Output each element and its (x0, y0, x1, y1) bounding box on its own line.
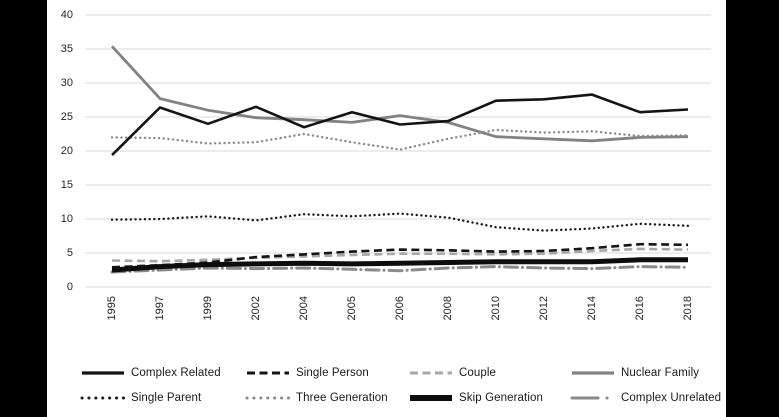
legend-item-single-person: Single Person (245, 365, 369, 381)
legend-sample-line-complex-unrelated (570, 396, 616, 400)
legend-item-nuclear-family: Nuclear Family (570, 365, 699, 381)
series-line-skip_generation (111, 257, 688, 273)
x-axis-tick-label-1999: 1999 (202, 296, 214, 320)
legend-sample-line-single-parent (80, 396, 126, 400)
y-axis-tick-label: 35 (61, 43, 73, 55)
legend-label-three-generation: Three Generation (296, 392, 388, 404)
line-chart-svg: 0 5 10 15 20 25 30 35 40 1995 1997 1999 2002 2004 2005… (61, 9, 711, 320)
y-axis-tick-label: 40 (61, 9, 73, 21)
legend-sample-line-single-person (247, 371, 289, 375)
line-chart-plot-area: 0 5 10 15 20 25 30 35 40 1995 1997 1999 2002 2004 2005… (61, 9, 711, 320)
x-axis-tick-label-2002: 2002 (250, 296, 262, 320)
x-axis-tick-label-2010: 2010 (490, 296, 502, 320)
x-axis-tick-label-2018: 2018 (682, 296, 694, 320)
legend-label-nuclear-family: Nuclear Family (621, 367, 700, 379)
y-axis-tick-label: 5 (67, 247, 73, 259)
legend-sample-line-skip-generation (410, 395, 452, 401)
legend-item-complex-unrelated: Complex Unrelated (570, 390, 721, 406)
legend-item-complex-related: Complex Related (80, 365, 221, 381)
legend-label-complex-related: Complex Related (131, 367, 221, 379)
series-line-three_generation (110, 128, 690, 151)
series-line-complex_unrelated (110, 265, 690, 274)
x-axis-tick-label-2006: 2006 (394, 296, 406, 320)
y-axis-tick-label: 10 (61, 213, 73, 225)
legend-sample-line-three-generation (245, 396, 291, 400)
x-axis-tick-label-2008: 2008 (442, 296, 454, 320)
series-line-single_person (111, 242, 689, 269)
legend-sample-line-nuclear-family (572, 371, 614, 375)
legend-sample-line-couple (410, 371, 452, 375)
series-line-complex_related (111, 93, 689, 157)
legend-item-couple: Couple (408, 365, 496, 381)
legend-item-skip-generation: Skip Generation (408, 390, 543, 406)
legend-label-single-person: Single Person (296, 367, 369, 379)
legend-item-three-generation: Three Generation (245, 390, 388, 406)
series-line-single_parent (110, 212, 690, 232)
left-black-bar (0, 0, 47, 417)
x-axis-tick-label-2014: 2014 (586, 296, 598, 320)
right-black-bar (726, 0, 779, 417)
x-axis-tick-label-2004: 2004 (298, 296, 310, 320)
legend-label-couple: Couple (459, 367, 497, 379)
legend-sample-line-complex-related (82, 371, 124, 375)
y-axis-tick-label: 0 (67, 281, 73, 293)
x-axis-tick-label-1997: 1997 (154, 296, 166, 320)
legend-item-single-parent: Single Parent (80, 390, 201, 406)
x-axis-tick-label-2005: 2005 (346, 296, 358, 320)
y-axis-tick-label: 30 (61, 77, 73, 89)
series-line-nuclear_family (110, 45, 689, 143)
x-axis-tick-label-1995: 1995 (106, 296, 118, 320)
legend-label-single-parent: Single Parent (131, 392, 202, 404)
x-axis-tick-label-2016: 2016 (634, 296, 646, 320)
series-line-couple (111, 247, 689, 263)
y-axis-tick-label: 25 (61, 111, 73, 123)
x-axis-tick-label-2012: 2012 (538, 296, 550, 320)
y-axis-tick-label: 15 (61, 179, 73, 191)
legend-label-skip-generation: Skip Generation (459, 392, 543, 404)
y-axis-tick-label: 20 (61, 145, 73, 157)
legend-label-complex-unrelated: Complex Unrelated (621, 392, 722, 404)
